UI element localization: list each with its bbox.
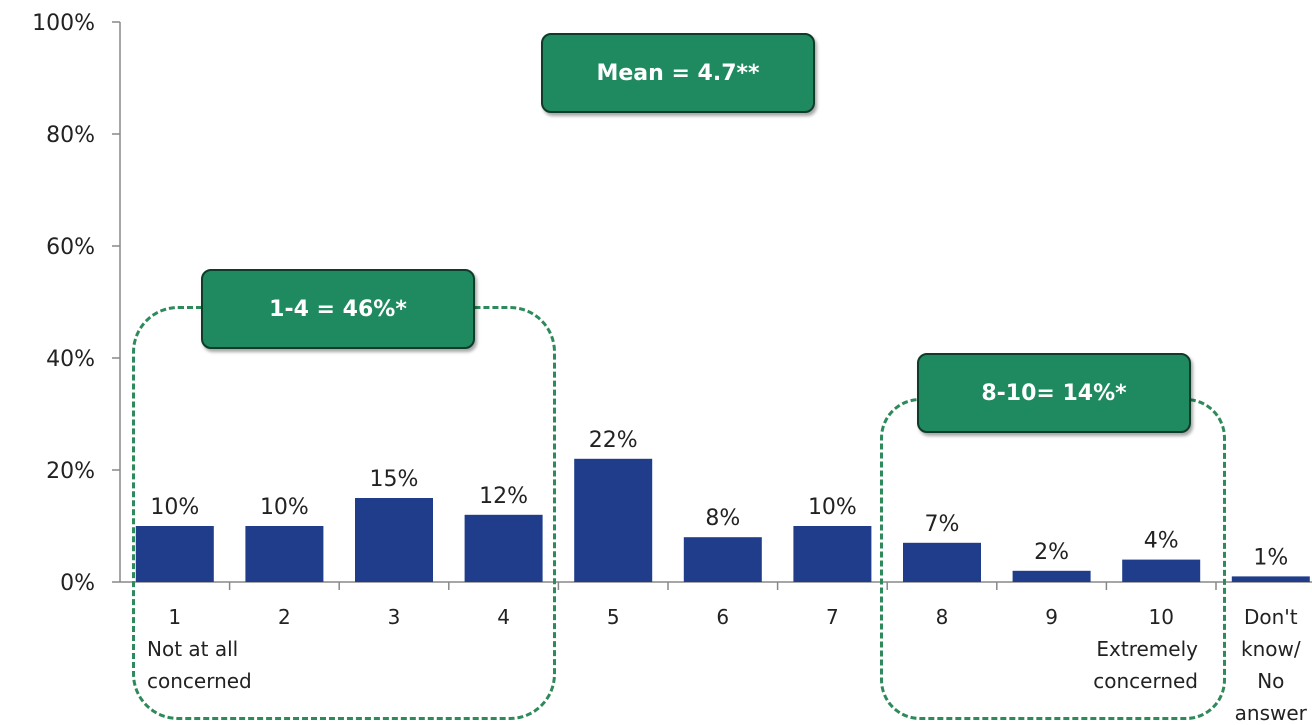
data-label: 2%: [1034, 540, 1069, 565]
bar: [903, 542, 981, 582]
data-label: 10%: [260, 495, 309, 520]
data-label: 22%: [589, 428, 638, 453]
y-tick-label: 60%: [46, 235, 95, 260]
x-tick-label: 9: [1045, 605, 1058, 629]
x-tick-label: 2: [278, 605, 291, 629]
y-tick-label: 100%: [32, 11, 95, 36]
x-tick-label: 1 Not at all concerned: [147, 605, 252, 693]
bar: [683, 537, 762, 582]
mean-callout: Mean = 4.7**: [541, 33, 815, 113]
bar: [1122, 559, 1201, 582]
high-group-callout: 8-10= 14%*: [917, 353, 1191, 433]
y-tick-label: 80%: [46, 123, 95, 148]
data-label: 12%: [479, 484, 528, 509]
x-tick-label: 3: [388, 605, 401, 629]
x-tick-label: 5: [607, 605, 620, 629]
x-tick-label: Don't know/No answer: [1235, 605, 1308, 725]
bar: [793, 526, 872, 582]
data-label: 10%: [150, 495, 199, 520]
data-label: 15%: [370, 467, 419, 492]
data-label: 4%: [1144, 529, 1179, 554]
y-tick-label: 0%: [60, 571, 95, 596]
y-tick-label: 20%: [46, 459, 95, 484]
bar: [135, 526, 214, 582]
low-group-callout: 1-4 = 46%*: [201, 269, 475, 349]
low-group-outline: [132, 306, 556, 720]
bar: [355, 498, 433, 582]
x-tick-label: 4: [497, 605, 510, 629]
bar: [574, 458, 653, 582]
high-group-outline: [880, 398, 1226, 720]
bar: [1012, 570, 1091, 582]
x-tick-label: 10 Extremely concerned: [1093, 605, 1198, 693]
x-tick-label: 8: [936, 605, 949, 629]
bar: [1231, 576, 1310, 582]
bar: [464, 514, 543, 582]
x-tick-label: 6: [716, 605, 729, 629]
data-label: 8%: [705, 506, 740, 531]
bar: [245, 526, 324, 582]
data-label: 7%: [925, 512, 960, 537]
data-label: 10%: [808, 495, 857, 520]
x-tick-label: 7: [826, 605, 839, 629]
data-label: 1%: [1253, 545, 1288, 570]
y-tick-label: 40%: [46, 347, 95, 372]
